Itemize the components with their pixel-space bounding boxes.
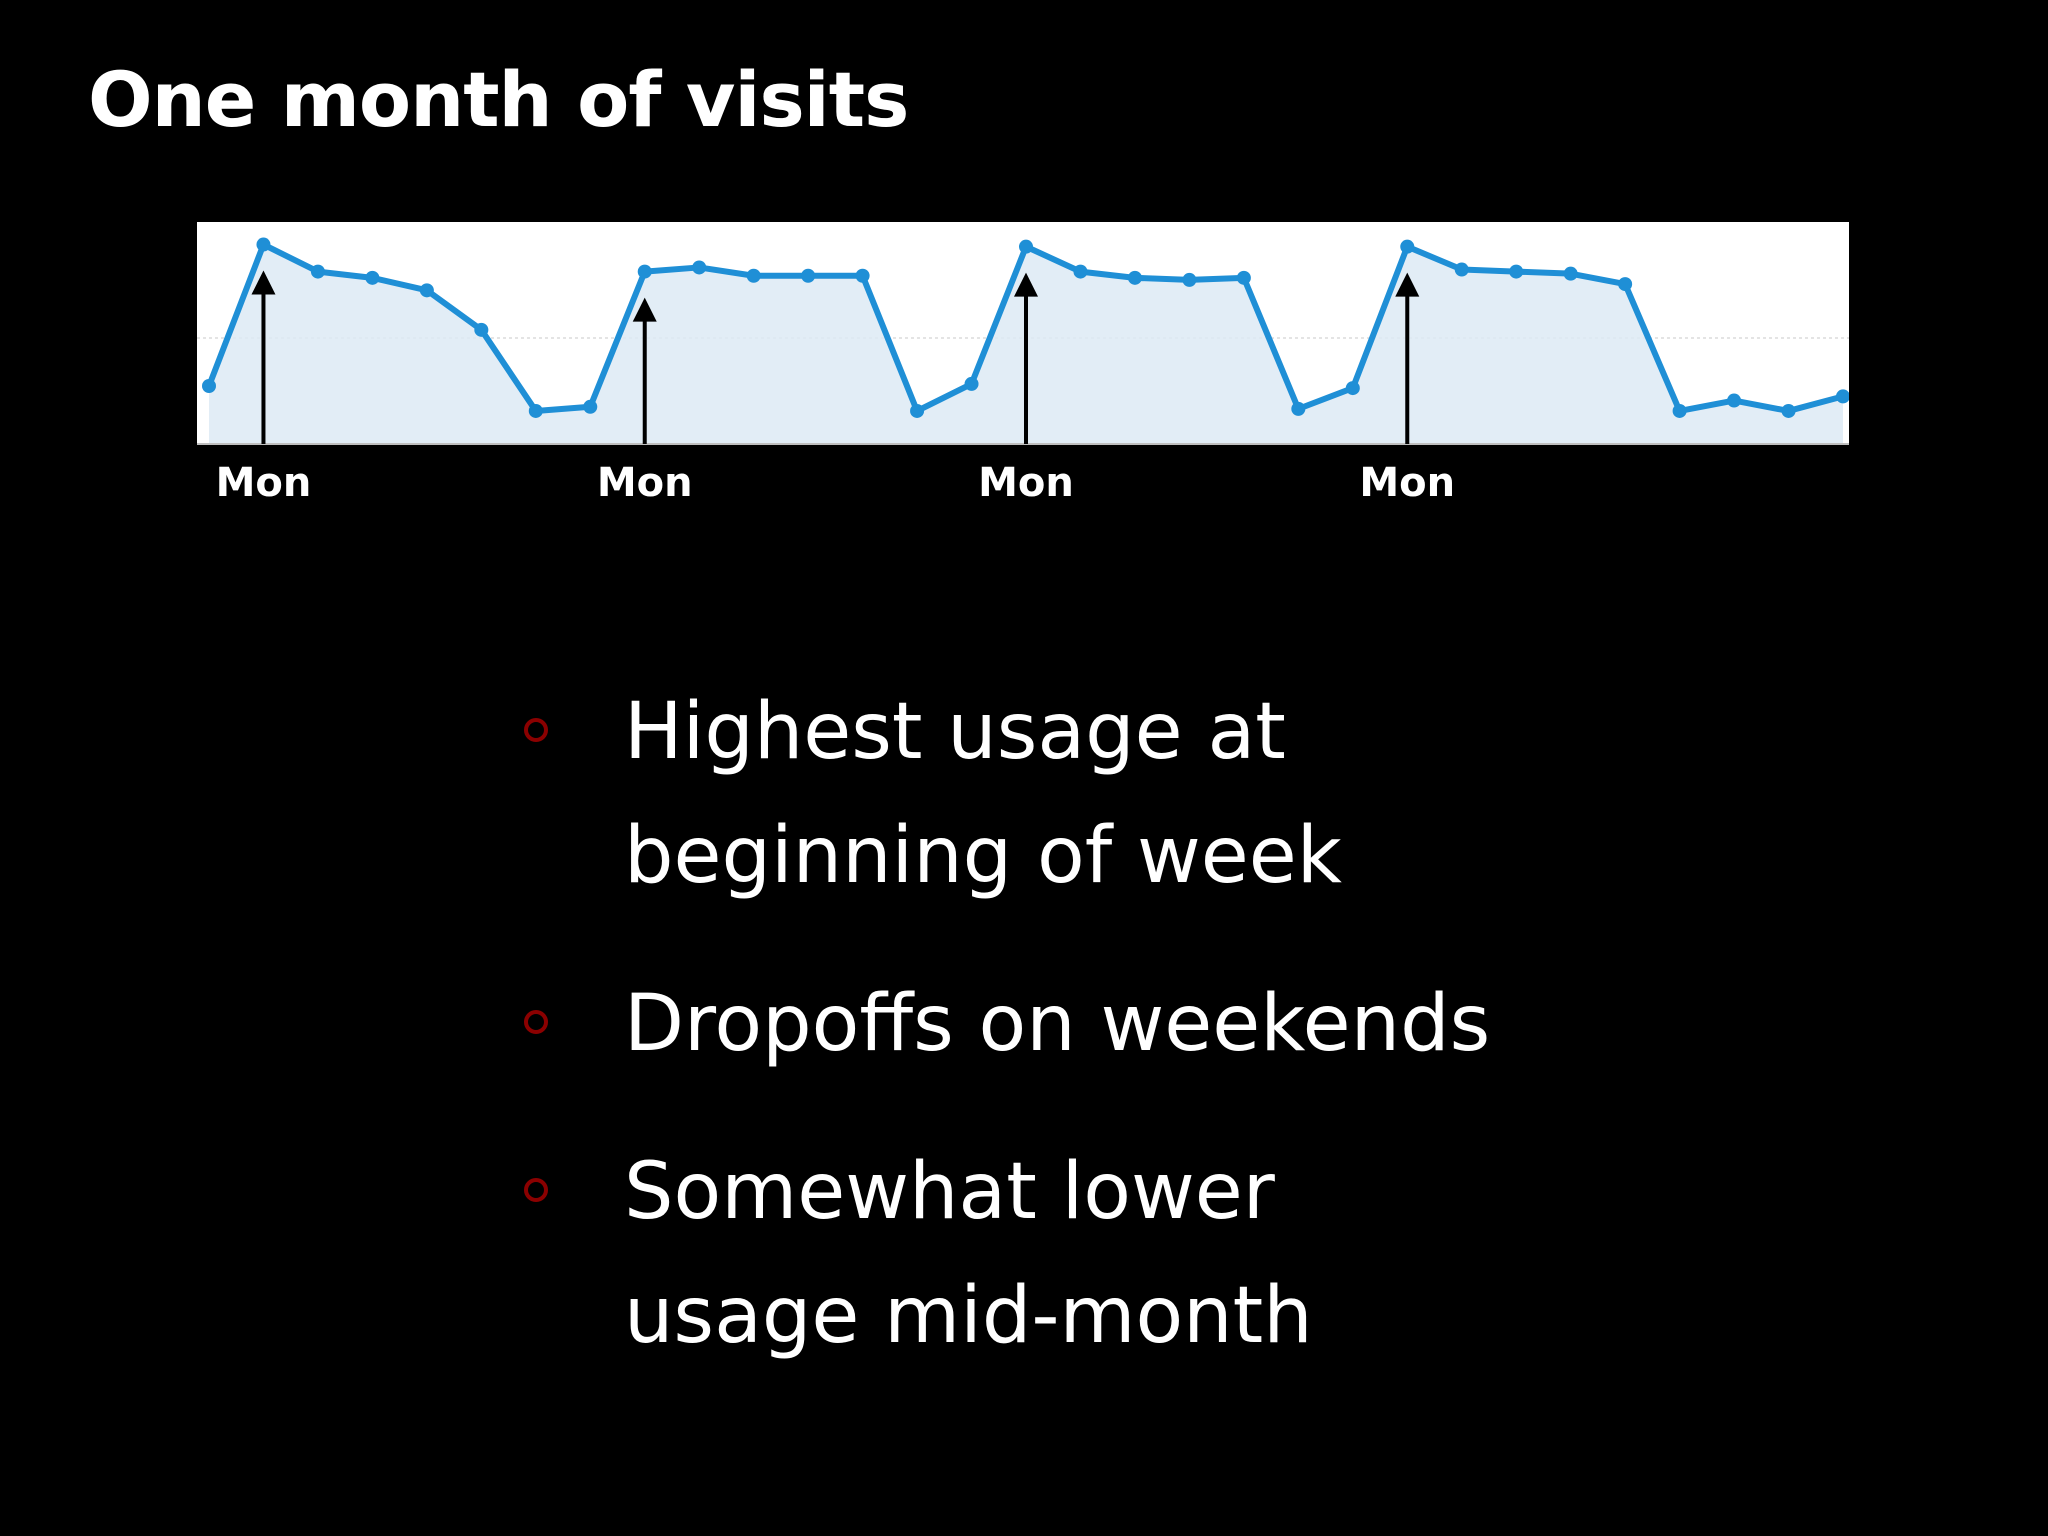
x-tick-label: Mon	[216, 460, 312, 506]
x-tick-label: Mon	[1359, 460, 1455, 506]
annotation-arrow-head	[632, 297, 657, 322]
data-point	[1727, 393, 1742, 408]
bullet-item: Dropoffs on weekends	[510, 962, 1990, 1086]
data-point	[1345, 381, 1360, 396]
data-point	[1073, 264, 1088, 279]
data-point	[1781, 403, 1796, 418]
bullet-text: Highest usage at beginning of week	[624, 687, 1342, 901]
data-point	[964, 376, 979, 391]
data-point	[1236, 270, 1251, 285]
data-point	[637, 264, 652, 279]
data-point	[1400, 239, 1415, 254]
data-point	[1127, 270, 1142, 285]
slide-title: One month of visits	[88, 55, 909, 144]
annotation-arrow-head	[1014, 272, 1038, 297]
data-point	[1618, 277, 1633, 292]
bullet-text: Dropoffs on weekends	[624, 979, 1491, 1069]
data-point	[692, 260, 707, 275]
bullet-text: Somewhat lower usage mid-month	[624, 1147, 1313, 1361]
data-point	[1019, 239, 1033, 254]
bullet-item: Somewhat lower usage mid-month	[510, 1130, 1990, 1378]
data-point	[419, 283, 434, 298]
data-point	[801, 268, 816, 283]
x-tick-label: Mon	[978, 460, 1074, 506]
data-point	[1182, 272, 1197, 287]
data-point	[1672, 403, 1687, 418]
data-point	[202, 379, 216, 393]
bullet-list: Highest usage at beginning of week Dropo…	[510, 670, 1990, 1422]
data-point	[746, 268, 761, 283]
data-point	[910, 403, 925, 418]
bullet-marker-icon	[524, 718, 548, 742]
bullet-marker-icon	[524, 1178, 548, 1202]
data-point	[1563, 266, 1578, 281]
data-point	[1836, 389, 1849, 404]
bullet-item: Highest usage at beginning of week	[510, 670, 1990, 918]
data-point	[855, 268, 870, 283]
visits-chart: Mon Mon Mon Mon	[197, 222, 1849, 506]
data-point	[474, 322, 489, 337]
data-point	[1454, 262, 1469, 277]
annotation-arrow-head	[251, 270, 276, 295]
data-point	[528, 403, 543, 418]
data-point	[256, 237, 271, 252]
x-tick-label: Mon	[597, 460, 693, 506]
annotation-arrow-head	[1395, 272, 1420, 297]
data-point	[1291, 401, 1306, 416]
data-point	[310, 264, 325, 279]
bullet-marker-icon	[524, 1010, 548, 1034]
data-point	[1509, 264, 1524, 279]
data-point	[365, 270, 380, 285]
data-point	[583, 399, 598, 414]
